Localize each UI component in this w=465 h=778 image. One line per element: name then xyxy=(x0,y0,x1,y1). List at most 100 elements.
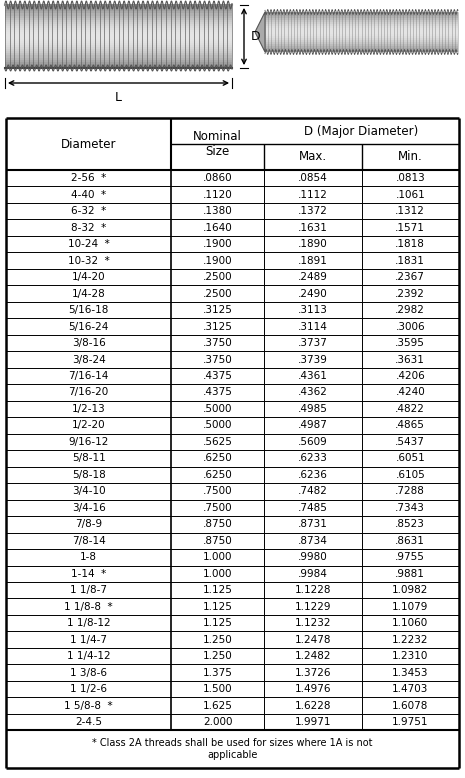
Text: 1-8: 1-8 xyxy=(80,552,97,562)
Text: .1061: .1061 xyxy=(395,190,425,200)
Text: 1.250: 1.250 xyxy=(203,651,232,661)
Text: 1.1228: 1.1228 xyxy=(295,585,331,595)
Text: 1.9971: 1.9971 xyxy=(295,717,331,727)
Text: .8523: .8523 xyxy=(395,519,425,529)
Text: 1 1/2-6: 1 1/2-6 xyxy=(70,684,107,694)
Text: .6250: .6250 xyxy=(203,454,232,464)
Text: 2.000: 2.000 xyxy=(203,717,232,727)
Bar xyxy=(265,23,458,26)
Text: .4206: .4206 xyxy=(395,371,425,381)
Text: 1.125: 1.125 xyxy=(203,585,232,595)
Text: .1831: .1831 xyxy=(395,256,425,265)
Text: 1/4-28: 1/4-28 xyxy=(72,289,106,299)
Text: 1.125: 1.125 xyxy=(203,619,232,628)
Text: 3/4-16: 3/4-16 xyxy=(72,503,106,513)
Bar xyxy=(265,33,458,36)
Text: 10-32  *: 10-32 * xyxy=(68,256,110,265)
Text: 1.000: 1.000 xyxy=(203,569,232,579)
Text: .9755: .9755 xyxy=(395,552,425,562)
Text: .3595: .3595 xyxy=(395,338,425,348)
Bar xyxy=(265,41,458,44)
Text: .3631: .3631 xyxy=(395,355,425,365)
Text: 1-14  *: 1-14 * xyxy=(71,569,106,579)
Bar xyxy=(5,23,232,26)
Text: .4362: .4362 xyxy=(298,387,328,398)
Text: .3737: .3737 xyxy=(298,338,328,348)
Text: .0860: .0860 xyxy=(203,173,232,184)
Bar xyxy=(265,26,458,28)
Text: .4822: .4822 xyxy=(395,404,425,414)
Text: 3/4-10: 3/4-10 xyxy=(72,486,106,496)
Text: 1.9751: 1.9751 xyxy=(392,717,429,727)
Text: .8631: .8631 xyxy=(395,536,425,546)
Bar xyxy=(265,22,458,24)
Bar xyxy=(5,48,232,51)
Text: 1 5/8-8  *: 1 5/8-8 * xyxy=(64,700,113,710)
Text: .5000: .5000 xyxy=(203,420,232,430)
Text: 1.2232: 1.2232 xyxy=(392,635,429,645)
Text: .1380: .1380 xyxy=(203,206,232,216)
Bar xyxy=(5,65,232,68)
Text: .3006: .3006 xyxy=(396,321,425,331)
Bar xyxy=(5,9,232,12)
Bar xyxy=(265,19,458,22)
Text: Diameter: Diameter xyxy=(61,138,116,150)
Bar xyxy=(5,40,232,43)
Text: .6105: .6105 xyxy=(395,470,425,480)
Text: .2490: .2490 xyxy=(298,289,328,299)
Text: .2392: .2392 xyxy=(395,289,425,299)
Text: 5/16-24: 5/16-24 xyxy=(68,321,109,331)
Text: 1.3453: 1.3453 xyxy=(392,668,429,678)
Text: 8-32  *: 8-32 * xyxy=(71,223,106,233)
Text: 3/8-24: 3/8-24 xyxy=(72,355,106,365)
Text: 2-4.5: 2-4.5 xyxy=(75,717,102,727)
Bar xyxy=(265,44,458,46)
Text: .8750: .8750 xyxy=(203,519,232,529)
Text: .4375: .4375 xyxy=(203,371,232,381)
Text: 1.2478: 1.2478 xyxy=(295,635,331,645)
Text: .2500: .2500 xyxy=(203,272,232,282)
Text: .2489: .2489 xyxy=(298,272,328,282)
Text: 1 1/4-7: 1 1/4-7 xyxy=(70,635,107,645)
Text: 1.6078: 1.6078 xyxy=(392,700,428,710)
Text: .1891: .1891 xyxy=(298,256,328,265)
Text: 7/16-14: 7/16-14 xyxy=(68,371,109,381)
Text: 1.2482: 1.2482 xyxy=(295,651,331,661)
Text: .4865: .4865 xyxy=(395,420,425,430)
Text: D: D xyxy=(251,30,260,43)
Text: .6236: .6236 xyxy=(298,470,328,480)
Bar xyxy=(265,13,458,16)
Text: .6051: .6051 xyxy=(395,454,425,464)
Text: 1 1/8-12: 1 1/8-12 xyxy=(67,619,111,628)
Text: .7343: .7343 xyxy=(395,503,425,513)
Bar xyxy=(265,45,458,48)
Text: 1.500: 1.500 xyxy=(203,684,232,694)
Text: 1/2-20: 1/2-20 xyxy=(72,420,106,430)
Text: .1571: .1571 xyxy=(395,223,425,233)
Text: .7500: .7500 xyxy=(203,486,232,496)
Bar xyxy=(265,47,458,50)
Text: 3/8-16: 3/8-16 xyxy=(72,338,106,348)
Text: 1/2-13: 1/2-13 xyxy=(72,404,106,414)
Text: 1.1229: 1.1229 xyxy=(295,601,331,612)
Text: L: L xyxy=(115,91,122,104)
Text: .9980: .9980 xyxy=(298,552,328,562)
Bar xyxy=(5,51,232,54)
Text: 1.4703: 1.4703 xyxy=(392,684,428,694)
Text: .3125: .3125 xyxy=(203,321,232,331)
Text: 7/8-9: 7/8-9 xyxy=(75,519,102,529)
Text: 1 1/8-8  *: 1 1/8-8 * xyxy=(64,601,113,612)
Text: .7482: .7482 xyxy=(298,486,328,496)
Bar xyxy=(265,16,458,18)
Text: 1 3/8-6: 1 3/8-6 xyxy=(70,668,107,678)
Bar xyxy=(265,17,458,20)
Text: .7485: .7485 xyxy=(298,503,328,513)
Text: .1900: .1900 xyxy=(203,256,232,265)
Text: .1312: .1312 xyxy=(395,206,425,216)
Text: 1.1232: 1.1232 xyxy=(295,619,331,628)
Bar xyxy=(265,37,458,40)
Text: 1.4976: 1.4976 xyxy=(295,684,331,694)
Text: .2500: .2500 xyxy=(203,289,232,299)
Text: 7/16-20: 7/16-20 xyxy=(68,387,109,398)
Bar xyxy=(5,27,232,30)
